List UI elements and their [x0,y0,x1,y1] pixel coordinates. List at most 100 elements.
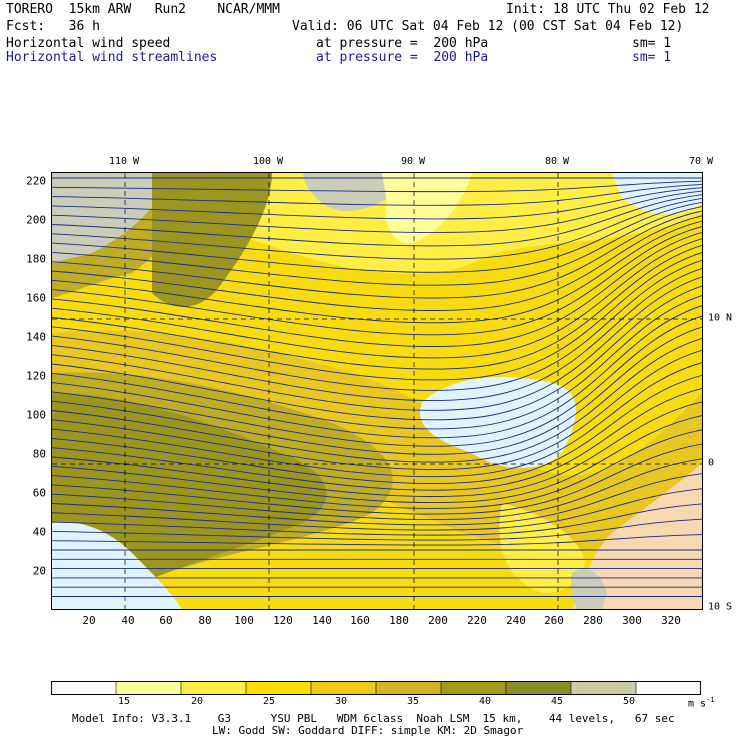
streamline [52,190,702,233]
colorbar-swatch [635,681,701,695]
x-tick: 220 [467,614,487,627]
lon-label-90w: 90 W [400,156,426,167]
streamline [52,259,702,391]
colorbar-swatch [440,681,507,695]
colorbar-swatch [310,681,377,695]
streamline [52,215,702,311]
forecast-hour: Fcst: 36 h [6,19,100,34]
x-tick: 60 [159,614,173,627]
streamline [52,443,702,515]
land-area [572,463,702,609]
streamline [52,206,702,286]
field2-level: at pressure = 200 hPa [316,50,489,65]
lat-label-0: 0 [708,457,715,469]
streamline [52,349,702,471]
streamline [52,534,702,546]
streamline [52,429,702,509]
x-tick: 200 [428,614,448,627]
streamline [52,220,702,324]
y-tick: 120 [26,369,46,383]
streamline [52,387,702,491]
x-tick: 100 [234,614,254,627]
streamline [52,362,702,478]
y-tick: 220 [26,174,46,188]
streamline [52,238,702,359]
colorbar-units: m s-1 [688,696,715,710]
wind-speed-map [51,172,703,610]
x-tick: 20 [82,614,96,627]
lon-label-110w: 110 W [108,156,140,167]
streamline [52,187,702,220]
x-tick: 120 [273,614,293,627]
y-tick: 140 [26,330,46,344]
y-tick: 160 [26,291,46,305]
streamline [52,183,702,206]
colorbar [51,681,701,695]
y-tick: 20 [32,564,46,578]
x-tick: 320 [661,614,681,627]
y-tick: 200 [26,213,46,227]
lat-label-10n: 10 N [708,312,733,324]
y-tick: 180 [26,252,46,266]
x-tick: 40 [121,614,135,627]
valid-time: Valid: 06 UTC Sat 04 Feb 12 (00 CST Sat … [292,19,684,34]
colorbar-label: 25 [262,696,276,707]
streamline [52,415,702,504]
y-tick: 40 [32,525,46,539]
y-tick: 100 [26,408,46,422]
colorbar-swatch [570,681,637,695]
lat-label-10s: 10 S [708,601,733,613]
streamline [52,180,702,193]
field1-level: at pressure = 200 hPa [316,36,489,51]
colorbar-label: 50 [622,696,636,707]
x-tick: 160 [350,614,370,627]
physics-info: LW: Godd SW: Goddard DIFF: simple KM: 2D… [212,724,524,737]
wind-fill-50 [571,569,607,609]
field1-smoothing: sm= 1 [632,36,672,51]
x-tick: 280 [583,614,603,627]
init-time: Init: 18 UTC Thu 02 Feb 12 [506,2,710,17]
colorbar-swatch [51,681,117,695]
streamline [52,326,702,455]
streamline [52,201,702,273]
colorbar-swatch [505,681,572,695]
x-tick: 140 [312,614,332,627]
colorbar-swatch [245,681,312,695]
streamline [52,285,702,421]
x-tick: 80 [198,614,212,627]
colorbar-swatch [375,681,442,695]
streamline [52,305,702,439]
streamline [52,458,702,521]
wind-fill-35 [52,330,702,553]
streamline [52,267,702,402]
streamline [52,488,702,531]
streamline [52,374,702,485]
wind-fill-30 [152,173,272,307]
x-tick: 260 [544,614,564,627]
y-tick: 80 [32,447,46,461]
colorbar-label: 15 [117,696,131,707]
colorbar-label: 35 [406,696,420,707]
field2-smoothing: sm= 1 [632,50,672,65]
lon-label-100w: 100 W [252,156,284,167]
streamline [52,473,702,526]
wind-calm [499,503,585,593]
lon-label-70w: 70 W [688,156,714,167]
wind-fill-15 [382,173,472,244]
streamline [52,401,702,497]
streamline [52,231,702,347]
streamline [52,210,702,299]
field2-name: Horizontal wind streamlines [6,50,218,65]
colorbar-label: 30 [334,696,348,707]
model-title: TORERO 15km ARW Run2 NCAR/MMM [6,2,280,17]
x-tick: 240 [506,614,526,627]
streamline [52,194,702,247]
colorbar-label: 20 [190,696,204,707]
colorbar-label: 45 [550,696,564,707]
model-info: Model Info: V3.3.1 G3 YSU PBL WDM 6class… [72,712,675,725]
streamline [52,315,702,447]
streamline [52,252,702,381]
streamline [52,295,702,430]
streamline [52,503,702,536]
streamline [52,518,702,541]
